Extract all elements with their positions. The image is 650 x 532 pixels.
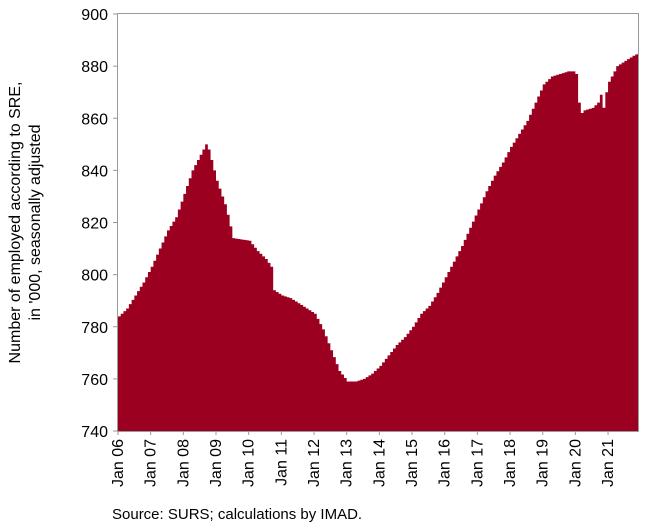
x-tick-label: Jan 14	[371, 439, 388, 487]
y-tick-label: 860	[81, 111, 108, 128]
y-tick-label: 900	[81, 7, 108, 24]
x-tick-label: Jan 08	[175, 439, 192, 487]
x-tick-label: Jan 16	[437, 439, 454, 487]
y-tick-label: 800	[81, 268, 108, 285]
x-tick-label: Jan 20	[567, 439, 584, 487]
y-axis-title: Number of employed according to SRE, in '…	[7, 82, 44, 364]
x-tick-label: Jan 12	[306, 439, 323, 487]
x-tick-label: Jan 13	[339, 439, 356, 487]
y-tick-label: 740	[81, 424, 108, 441]
employment-area	[118, 53, 638, 431]
x-tick-label: Jan 21	[600, 439, 617, 487]
y-tick-label: 880	[81, 59, 108, 76]
y-tick-label: 760	[81, 372, 108, 389]
x-tick-label: Jan 07	[143, 439, 160, 487]
plot-area	[118, 53, 638, 431]
x-tick-label: Jan 11	[273, 439, 290, 486]
x-tick-label: Jan 10	[241, 439, 258, 487]
x-tick-label: Jan 19	[535, 439, 552, 487]
source-note: Source: SURS; calculations by IMAD.	[112, 506, 363, 523]
y-tick-label: 820	[81, 216, 108, 233]
y-tick-label: 840	[81, 163, 108, 180]
y-axis-title-line: in '000, seasonally adjusted	[27, 124, 44, 320]
x-tick-label: Jan 15	[404, 439, 421, 487]
y-axis-title-line: Number of employed according to SRE,	[7, 82, 24, 364]
x-tick-label: Jan 06	[110, 439, 127, 487]
y-axis-ticks: 740 760 780 800 820 840 860 880 900	[81, 7, 118, 441]
x-axis-ticks: Jan 06 Jan 07 Jan 08 Jan 09 Jan 10 Jan 11 Jan …	[110, 431, 617, 487]
x-tick-label: Jan 17	[469, 439, 486, 487]
y-tick-label: 780	[81, 320, 108, 337]
x-tick-label: Jan 18	[502, 439, 519, 487]
x-tick-label: Jan 09	[208, 439, 225, 487]
